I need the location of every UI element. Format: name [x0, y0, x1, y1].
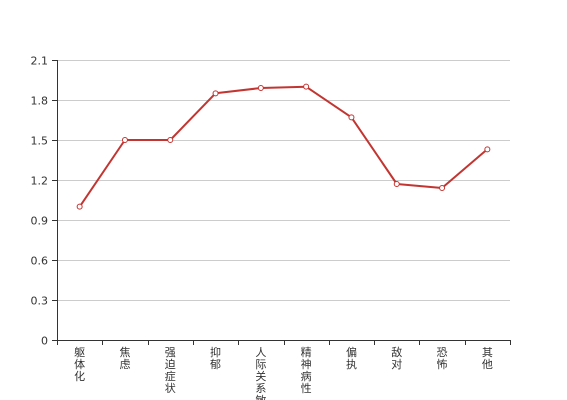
- grid-lines: [57, 60, 510, 301]
- data-point[interactable]: [484, 146, 491, 153]
- data-point[interactable]: [167, 137, 174, 143]
- series-layer: [76, 83, 491, 210]
- x-tick-label: 抑郁: [210, 345, 221, 371]
- x-tick-label: 精神病性: [301, 346, 312, 395]
- y-tick-label: 2.1: [31, 55, 49, 68]
- y-tick-label: 0.9: [31, 215, 49, 228]
- x-tick-label: 恐怖: [437, 346, 448, 371]
- x-tick-label: 敌对: [391, 345, 402, 371]
- data-point[interactable]: [439, 185, 446, 191]
- x-tick-label: 人际关系敏感: [255, 346, 266, 400]
- y-tick-label: 1.8: [31, 95, 49, 108]
- data-point[interactable]: [393, 181, 400, 187]
- data-point[interactable]: [212, 90, 219, 97]
- data-point[interactable]: [121, 137, 128, 143]
- data-point[interactable]: [303, 83, 310, 90]
- y-tick-label: 1.2: [31, 175, 49, 188]
- x-tick-label: 焦虑: [119, 346, 130, 371]
- data-point[interactable]: [348, 114, 355, 121]
- x-axis: 躯体化 焦虑 强迫症状 抑郁 人际关系敏感 精神病性 偏执 敌对 恐怖 其他: [57, 340, 511, 400]
- y-tick-label: 0.3: [31, 295, 49, 308]
- data-point[interactable]: [257, 85, 264, 91]
- y-tick-label: 0: [41, 335, 48, 348]
- data-point[interactable]: [76, 203, 83, 210]
- x-tick-label: 强迫症状: [165, 346, 176, 395]
- x-tick-label: 躯体化: [74, 346, 85, 383]
- series-line: [78, 85, 488, 208]
- y-tick-label: 1.5: [31, 135, 49, 148]
- x-tick-label: 其他: [482, 346, 493, 371]
- y-axis: 0 0.3 0.6 0.9 1.2 1.5 1.8 2.1: [31, 55, 58, 348]
- y-tick-label: 0.6: [31, 255, 49, 268]
- x-tick-label: 偏执: [346, 345, 357, 371]
